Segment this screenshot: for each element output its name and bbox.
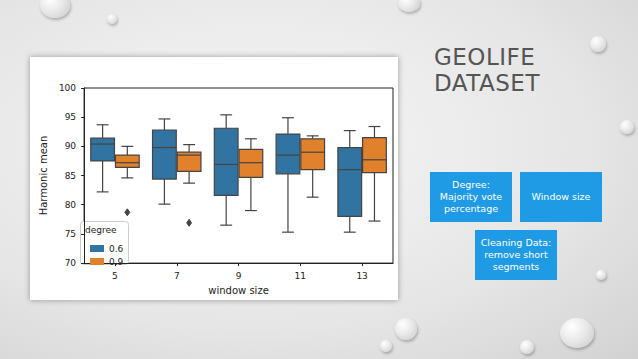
html-text:Degree: Majority vote percenta: Degree: Majority vote percentage <box>439 179 503 214</box>
svg-text:75: 75 <box>65 229 76 239</box>
svg-text:95: 95 <box>65 112 76 122</box>
svg-text:0.6: 0.6 <box>109 244 124 254</box>
svg-text:70: 70 <box>65 258 77 268</box>
html-text:GEOLIFE DATASET: GEOLIFE DATASET <box>434 44 540 96</box>
svg-text:80: 80 <box>65 200 77 210</box>
svg-text:85: 85 <box>65 171 76 181</box>
svg-text:5: 5 <box>112 271 118 281</box>
svg-text:Harmonic mean: Harmonic mean <box>38 136 49 216</box>
svg-text:90: 90 <box>65 141 77 151</box>
svg-text:9: 9 <box>236 271 242 281</box>
svg-text:100: 100 <box>59 83 76 93</box>
html-text:Window size: Window size <box>531 191 591 202</box>
html-text:Cleaning Data: remove short se: Cleaning Data: remove short segments <box>480 237 552 272</box>
svg-text:degree: degree <box>85 225 117 235</box>
svg-text:11: 11 <box>295 271 306 281</box>
svg-text:0.9: 0.9 <box>109 257 124 267</box>
svg-text:13: 13 <box>356 271 367 281</box>
svg-text:7: 7 <box>174 271 180 281</box>
svg-text:window size: window size <box>208 285 269 296</box>
